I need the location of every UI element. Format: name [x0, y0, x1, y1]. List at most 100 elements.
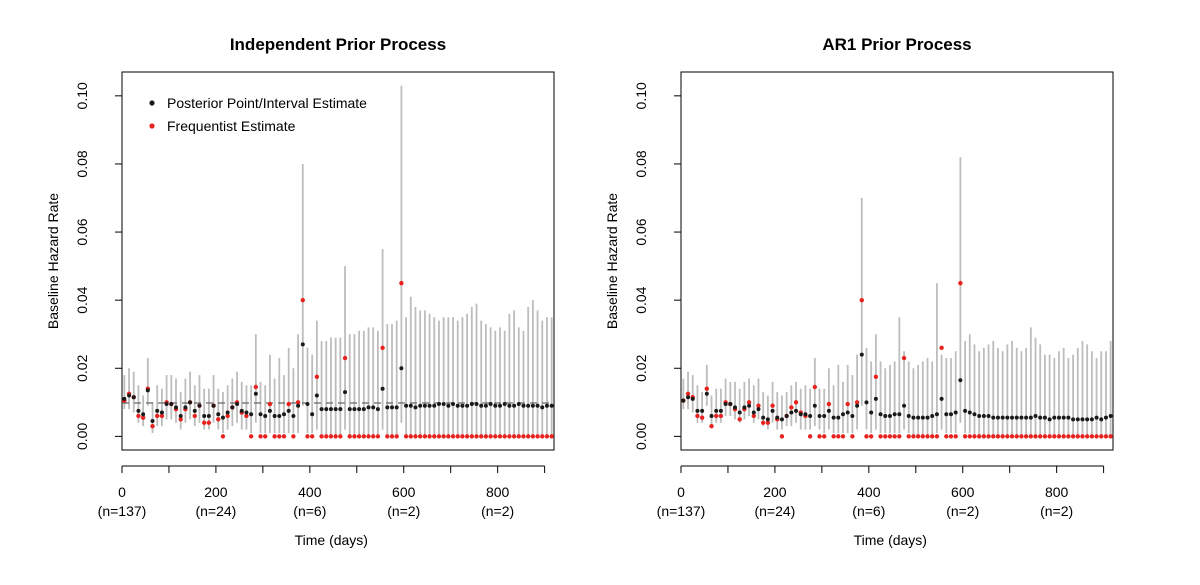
- frequentist-point: [399, 280, 404, 286]
- posterior-point: [361, 407, 366, 412]
- legend-marker: [149, 100, 155, 106]
- posterior-point: [399, 366, 404, 371]
- posterior-point: [141, 412, 146, 417]
- frequentist-point: [267, 401, 273, 407]
- posterior-point: [1052, 415, 1057, 420]
- posterior-point: [925, 415, 930, 420]
- frequentist-point: [385, 434, 390, 439]
- frequentist-point: [300, 297, 305, 303]
- posterior-point: [681, 398, 686, 403]
- posterior-point: [155, 408, 160, 413]
- posterior-point: [220, 415, 225, 420]
- posterior-point: [394, 405, 399, 410]
- frequentist-point: [352, 434, 357, 439]
- frequentist-point: [934, 434, 940, 439]
- posterior-point: [347, 407, 352, 412]
- frequentist-point: [474, 434, 479, 439]
- frequentist-point: [695, 413, 700, 419]
- posterior-point: [995, 415, 1000, 420]
- posterior-point: [277, 413, 282, 418]
- x-tick-sublabel: (n=6): [852, 503, 885, 519]
- y-tick-label: 0.08: [633, 150, 649, 177]
- posterior-point: [202, 413, 207, 418]
- frequentist-point: [737, 417, 742, 422]
- frequentist-point: [464, 434, 470, 439]
- posterior-point: [474, 402, 479, 407]
- frequentist-point: [1080, 434, 1085, 439]
- posterior-point: [695, 408, 700, 413]
- posterior-point: [465, 403, 470, 408]
- posterior-point: [892, 412, 897, 417]
- legend-marker: [149, 123, 155, 129]
- frequentist-point: [812, 384, 818, 390]
- x-tick-label: 800: [1045, 484, 1069, 500]
- posterior-point: [1033, 413, 1038, 418]
- frequentist-point: [962, 434, 968, 439]
- posterior-point: [211, 403, 216, 408]
- frequentist-point: [277, 434, 282, 439]
- posterior-point: [920, 415, 925, 420]
- frequentist-point: [328, 434, 334, 439]
- posterior-point: [390, 405, 394, 410]
- posterior-point: [1038, 415, 1043, 420]
- frequentist-point: [1052, 434, 1057, 439]
- posterior-point: [493, 403, 498, 408]
- frequentist-point: [502, 434, 507, 439]
- posterior-point: [794, 408, 799, 413]
- posterior-point: [756, 407, 761, 412]
- posterior-point: [357, 407, 362, 412]
- frequentist-point: [417, 434, 423, 439]
- posterior-point: [1066, 415, 1071, 420]
- posterior-point: [521, 403, 526, 408]
- x-tick-label: 0: [677, 484, 685, 500]
- posterior-point: [460, 403, 465, 408]
- frequentist-point: [206, 420, 212, 425]
- posterior-point: [282, 412, 286, 417]
- posterior-point: [488, 402, 493, 407]
- posterior-point: [338, 407, 343, 412]
- y-tick-label: 0.00: [633, 423, 649, 450]
- frequentist-point: [488, 434, 493, 439]
- posterior-point: [1057, 415, 1061, 420]
- frequentist-point: [1005, 434, 1010, 439]
- frequentist-point: [441, 434, 446, 439]
- x-tick-label: 200: [763, 484, 787, 500]
- posterior-point: [972, 412, 977, 417]
- posterior-point: [305, 402, 310, 407]
- frequentist-point: [155, 413, 160, 419]
- frequentist-point: [1099, 434, 1104, 439]
- posterior-point: [1085, 417, 1090, 422]
- posterior-point: [267, 408, 272, 413]
- frequentist-point: [361, 434, 367, 439]
- posterior-point: [188, 400, 193, 405]
- frequentist-point: [995, 434, 1001, 439]
- posterior-point: [333, 407, 338, 412]
- posterior-point: [981, 413, 986, 418]
- posterior-point: [953, 410, 958, 415]
- posterior-point: [300, 342, 305, 347]
- posterior-point: [418, 403, 423, 408]
- x-tick-label: 0: [118, 484, 126, 500]
- x-tick-label: 600: [951, 484, 975, 500]
- frequentist-point: [1042, 434, 1048, 439]
- frequentist-point: [1108, 434, 1113, 439]
- posterior-point: [1061, 415, 1066, 420]
- legend-label: Frequentist Estimate: [167, 118, 296, 134]
- posterior-point: [751, 410, 756, 415]
- posterior-point: [1024, 415, 1029, 420]
- posterior-point: [873, 396, 878, 401]
- posterior-point: [343, 390, 348, 395]
- posterior-point: [296, 403, 301, 408]
- frequentist-point: [840, 434, 846, 439]
- posterior-point: [469, 402, 474, 407]
- posterior-point: [408, 403, 413, 408]
- posterior-point: [253, 391, 258, 396]
- posterior-point: [845, 410, 850, 415]
- frequentist-point: [1070, 434, 1076, 439]
- posterior-point: [939, 396, 944, 401]
- frequentist-point: [469, 434, 475, 439]
- posterior-point: [986, 413, 991, 418]
- posterior-point: [239, 408, 244, 413]
- posterior-point: [883, 413, 888, 418]
